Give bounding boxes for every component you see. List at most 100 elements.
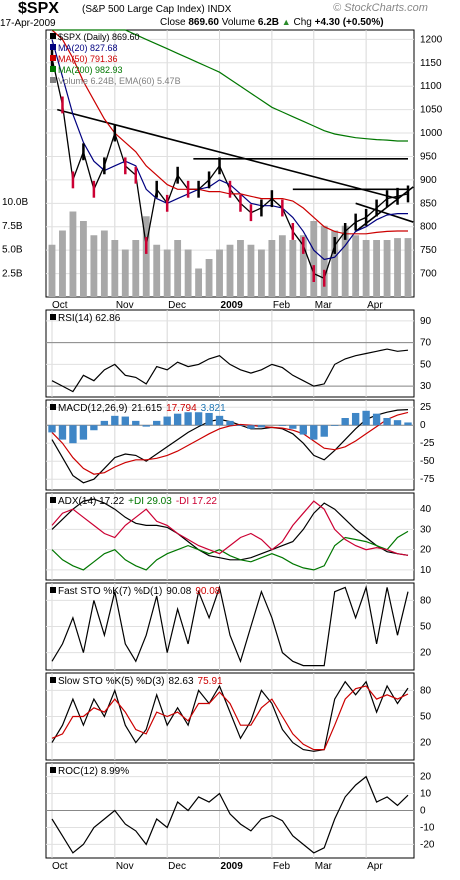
fast_sto-y-tick: 50 [420,622,432,633]
slow_sto-y-tick: 80 [420,685,432,696]
x-axis-label: Apr [367,861,383,872]
legend-entry: MA(200) 982.93 [58,65,123,75]
rsi-y-tick: 90 [420,316,432,327]
macd-histogram-bar [320,425,328,437]
legend-swatch [50,77,56,83]
legend-entry: ADX(14) 17.22 [58,496,125,507]
x-axis-label: Dec [168,300,186,311]
adx-series-line [51,500,409,556]
legend-entry: -DI 17.22 [176,496,218,507]
macd-histogram-bar [393,420,402,426]
legend-swatch [50,33,56,39]
legend-swatch [50,66,56,72]
macd-histogram-bar [79,425,88,440]
legend-entry: Fast STO %K(7) %D(1) [58,586,162,597]
x-axis-label: 2009 [221,861,244,872]
x-axis-label: Nov [116,861,134,872]
slow_sto-y-tick: 20 [420,738,432,749]
macd-y-tick: -75 [420,474,435,485]
roc-y-tick: 0 [420,806,426,817]
index-name: (S&P 500 Large Cap Index) INDX [82,4,232,15]
x-axis-label: Dec [168,861,186,872]
roc-y-tick: 20 [420,772,432,783]
rsi-y-tick: 30 [420,381,432,392]
slow_sto-series-line [51,685,409,751]
legend-swatch [50,44,56,50]
chg-value: +4.30 (+0.50%) [314,17,384,28]
volume-bar [257,249,265,297]
slow_sto-y-tick: 50 [420,712,432,723]
legend-entry: 17.794 [166,403,197,414]
macd-histogram-bar [121,416,129,426]
x-axis-label: Feb [273,300,291,311]
x-axis-label: Mar [315,300,333,311]
volume-bar [132,240,140,297]
volume-bar [90,235,98,297]
volume-bar [195,268,203,297]
slow_sto-panel: 20 50 80 Slow STO %K(5) %D(3) 82.63 75.91 [45,672,432,761]
macd-histogram-bar [341,418,349,426]
macd-series-line [51,411,409,475]
legend-swatch [50,767,56,773]
volume-bar [100,230,108,297]
volume-bar [320,225,328,297]
macd-histogram-bar [69,425,77,444]
roc-y-tick: 10 [420,789,432,800]
price-y-tick: 1000 [420,128,443,139]
legend-entry: MACD(12,26,9) [58,403,127,414]
volume-bar [373,240,381,297]
macd-histogram-bar [111,415,119,426]
legend-entry: 75.91 [198,676,223,687]
roc-title: ROC(12) 8.99% [58,766,129,777]
roc-panel: -20 -10 0 10 20 ROC(12) 8.99% Oct Nov Dec 2009 Feb… [45,762,435,872]
adx-series-line [51,498,409,561]
volume-bar [205,259,213,297]
macd-histogram-bar [132,420,140,426]
roc-y-tick: -20 [420,839,435,850]
price-y-tick: 750 [420,245,437,256]
volume-bar [278,235,286,297]
adx-frame [45,492,415,581]
legend-entry: +DI 29.03 [128,496,172,507]
macd-histogram-bar [153,420,161,426]
fast_sto-y-tick: 20 [420,648,432,659]
macd-histogram-bar [184,412,192,426]
price-series-line [52,29,408,142]
volume-value: 6.2B [257,17,279,28]
volume-tick: 5.0B [2,245,23,256]
trendline [57,108,398,200]
volume-bar [216,249,223,297]
legend-entry: Slow STO %K(5) %D(3) [58,676,165,687]
volume-bar [331,230,339,297]
rsi-y-tick: 50 [420,359,432,370]
adx-y-tick: 10 [420,565,432,576]
volume-bar [352,235,360,297]
slow_sto-series-line [51,680,409,752]
price-y-tick: 800 [420,222,437,233]
macd-histogram-bar [215,415,224,426]
x-axis-label: Oct [52,300,68,311]
x-axis-label: Mar [315,861,333,872]
macd-histogram-bar [205,412,213,426]
macd-histogram-bar [310,425,318,440]
adx-y-tick: 30 [420,524,432,535]
fast_sto-panel: 20 50 80 Fast STO %K(7) %D(1) 90.08 90.08 [45,582,432,671]
legend-entry: MA(50) 791.36 [58,54,118,64]
macd-histogram-bar [100,420,109,426]
legend-entry: $SPX (Daily) 869.60 [58,32,140,42]
fast_sto-y-tick: 80 [420,595,432,606]
volume-bar [394,238,401,297]
volume-tick: 10.0B [2,197,28,208]
volume-bar [289,240,297,297]
legend-entry: 21.615 [131,403,162,414]
legend-entry: 90.08 [195,586,220,597]
volume-bar [404,238,412,297]
macd-histogram-bar [257,425,266,428]
legend-swatch [50,404,56,410]
rsi-frame [45,309,415,398]
up-arrow-icon: ▲ [281,17,291,27]
macd-histogram-bar [299,425,307,435]
rsi-series-line [51,348,409,393]
volume-bar [341,225,349,297]
